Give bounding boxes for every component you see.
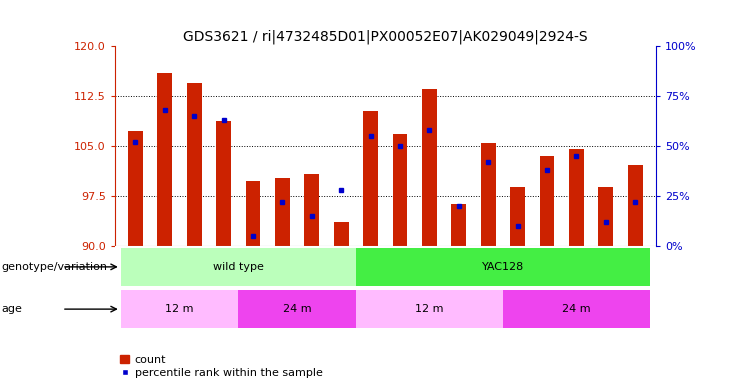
Bar [628, 165, 642, 246]
Text: wild type: wild type [213, 262, 264, 272]
Bar [305, 174, 319, 246]
Bar [216, 121, 231, 246]
Text: 24 m: 24 m [283, 304, 311, 314]
Bar [158, 73, 172, 246]
Text: 24 m: 24 m [562, 304, 591, 314]
Title: GDS3621 / ri|4732485D01|PX00052E07|AK029049|2924-S: GDS3621 / ri|4732485D01|PX00052E07|AK029… [183, 30, 588, 44]
Bar [128, 131, 143, 246]
Text: genotype/variation: genotype/variation [1, 262, 107, 272]
Bar [422, 89, 436, 246]
FancyBboxPatch shape [356, 248, 650, 286]
Bar [275, 178, 290, 246]
Bar [393, 134, 408, 246]
FancyBboxPatch shape [356, 290, 503, 328]
FancyBboxPatch shape [239, 290, 356, 328]
Bar [187, 83, 202, 246]
Text: 12 m: 12 m [165, 304, 194, 314]
Bar [539, 156, 554, 246]
Text: YAC128: YAC128 [482, 262, 524, 272]
Bar [481, 142, 496, 246]
Bar [599, 187, 613, 246]
Bar [569, 149, 584, 246]
Text: 12 m: 12 m [415, 304, 444, 314]
Bar [511, 187, 525, 246]
FancyBboxPatch shape [121, 290, 239, 328]
FancyBboxPatch shape [503, 290, 650, 328]
Legend: count, percentile rank within the sample: count, percentile rank within the sample [120, 355, 323, 379]
FancyBboxPatch shape [121, 248, 356, 286]
Bar [334, 222, 348, 246]
Text: age: age [1, 304, 22, 314]
Bar [246, 180, 260, 246]
Bar [363, 111, 378, 246]
Bar [451, 205, 466, 246]
